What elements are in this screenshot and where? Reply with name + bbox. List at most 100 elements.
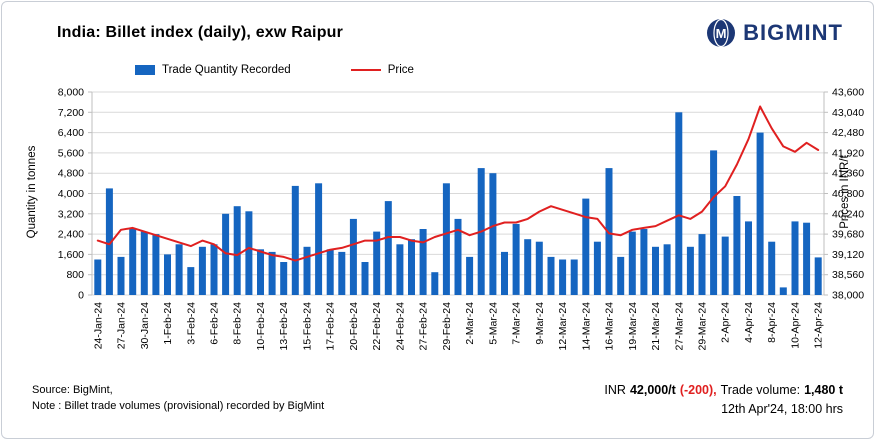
- svg-text:6-Feb-24: 6-Feb-24: [209, 302, 221, 345]
- quantity-bar: [779, 287, 787, 295]
- quantity-bar: [117, 256, 125, 295]
- legend-item-quantity[interactable]: Trade Quantity Recorded: [135, 64, 291, 76]
- quantity-bar: [361, 262, 369, 295]
- quantity-bar: [187, 267, 195, 295]
- volume-value: 1,480 t: [804, 383, 843, 397]
- svg-text:800: 800: [66, 269, 84, 281]
- svg-text:38,000: 38,000: [832, 290, 864, 302]
- quantity-bar: [628, 231, 636, 295]
- quantity-bar: [593, 241, 601, 295]
- quantity-bar: [698, 234, 706, 295]
- svg-text:0: 0: [78, 290, 84, 302]
- svg-text:39,680: 39,680: [832, 229, 864, 241]
- svg-text:8-Apr-24: 8-Apr-24: [766, 302, 778, 343]
- quantity-bar: [152, 234, 160, 295]
- source-note: Source: BigMint,: [32, 384, 113, 396]
- quantity-bar: [373, 231, 381, 295]
- svg-text:39,120: 39,120: [832, 249, 864, 261]
- svg-text:24-Jan-24: 24-Jan-24: [92, 302, 104, 349]
- svg-text:2,400: 2,400: [58, 229, 84, 241]
- quantity-bar: [175, 244, 183, 296]
- bar-legend-swatch: [135, 65, 155, 75]
- quantity-bar: [803, 222, 811, 295]
- svg-text:27-Mar-24: 27-Mar-24: [673, 302, 685, 351]
- svg-text:16-Mar-24: 16-Mar-24: [604, 302, 616, 351]
- quantity-bar: [222, 213, 230, 295]
- quantity-bar: [442, 183, 450, 295]
- footer-summary: INR 42,000/t (-200), Trade volume: 1,480 t 1…: [604, 381, 843, 419]
- quantity-bar: [338, 251, 346, 295]
- quantity-bar: [733, 196, 741, 295]
- quantity-bar: [140, 231, 148, 295]
- svg-text:5-Mar-24: 5-Mar-24: [487, 302, 499, 345]
- svg-text:13-Feb-24: 13-Feb-24: [278, 302, 290, 351]
- svg-text:41,920: 41,920: [832, 147, 864, 159]
- quantity-bar: [547, 256, 555, 295]
- svg-text:14-Mar-24: 14-Mar-24: [580, 302, 592, 351]
- svg-text:29-Feb-24: 29-Feb-24: [441, 302, 453, 351]
- svg-text:21-Mar-24: 21-Mar-24: [650, 302, 662, 351]
- quantity-bar: [268, 251, 276, 295]
- svg-text:7,200: 7,200: [58, 107, 84, 119]
- quantity-bar: [454, 218, 462, 295]
- quantity-bar: [663, 244, 671, 296]
- quantity-bar: [605, 168, 613, 295]
- price-change: (-200),: [679, 383, 717, 397]
- svg-text:7-Mar-24: 7-Mar-24: [511, 302, 523, 345]
- quantity-bar: [408, 239, 415, 295]
- svg-text:3-Feb-24: 3-Feb-24: [185, 302, 197, 345]
- quantity-bar: [582, 198, 590, 295]
- bigmint-logo-icon: M: [707, 18, 736, 48]
- quantity-bar: [431, 272, 439, 295]
- quantity-bar: [501, 251, 508, 295]
- legend-item-price[interactable]: Price: [350, 64, 414, 76]
- svg-text:8,000: 8,000: [58, 87, 84, 99]
- quantity-bar: [512, 223, 520, 295]
- svg-text:12-Apr-24: 12-Apr-24: [813, 302, 825, 349]
- brand-name: BIGMINT: [743, 20, 843, 45]
- svg-text:40,240: 40,240: [832, 208, 864, 220]
- quantity-bar: [559, 259, 567, 295]
- quantity-bar: [640, 229, 648, 295]
- quantity-bar: [710, 150, 718, 295]
- svg-text:20-Feb-24: 20-Feb-24: [348, 302, 360, 351]
- combo-chart-plot: 0 38,000 800 38,560 1,600 39,120 2,400 39,680 3,…: [58, 87, 865, 351]
- svg-text:10-Feb-24: 10-Feb-24: [255, 302, 267, 351]
- quantity-bar: [164, 254, 171, 295]
- quantity-bar: [570, 259, 578, 295]
- svg-text:30-Jan-24: 30-Jan-24: [139, 302, 151, 349]
- quantity-bar: [280, 262, 288, 295]
- svg-text:2-Mar-24: 2-Mar-24: [464, 302, 476, 345]
- quantity-bar: [791, 221, 799, 295]
- svg-text:12-Mar-24: 12-Mar-24: [557, 302, 569, 351]
- quantity-bar: [721, 236, 729, 295]
- quantity-bar: [303, 246, 311, 295]
- svg-text:8-Feb-24: 8-Feb-24: [232, 302, 244, 345]
- quantity-bar: [466, 256, 474, 295]
- svg-text:9-Mar-24: 9-Mar-24: [534, 302, 546, 345]
- quantity-bar: [105, 188, 113, 295]
- price-line: [96, 105, 820, 262]
- svg-text:41,360: 41,360: [832, 168, 864, 180]
- quantity-bar: [210, 244, 218, 296]
- svg-text:6,400: 6,400: [58, 127, 84, 139]
- quantity-bar: [686, 246, 694, 295]
- svg-text:4,000: 4,000: [58, 188, 84, 200]
- provisional-note: Note : Billet trade volumes (provisional…: [32, 399, 325, 412]
- quantity-bar: [756, 132, 764, 295]
- svg-text:40,800: 40,800: [832, 188, 864, 200]
- quantity-bar: [652, 246, 659, 295]
- svg-text:5,600: 5,600: [58, 147, 84, 159]
- quantity-bar: [384, 201, 392, 295]
- quantity-bar: [257, 249, 264, 295]
- chart-legend: Trade Quantity Recorded Price: [135, 64, 414, 76]
- svg-text:27-Feb-24: 27-Feb-24: [418, 302, 430, 351]
- svg-text:24-Feb-24: 24-Feb-24: [394, 302, 406, 351]
- quantity-bar: [94, 259, 102, 295]
- line-legend-label: Price: [387, 64, 414, 76]
- svg-text:M: M: [716, 26, 727, 41]
- quantity-bar: [535, 241, 543, 295]
- line-legend-swatch: [350, 69, 381, 71]
- page-title: India: Billet index (daily), exw Raipur: [57, 24, 344, 41]
- svg-text:3,200: 3,200: [58, 208, 84, 220]
